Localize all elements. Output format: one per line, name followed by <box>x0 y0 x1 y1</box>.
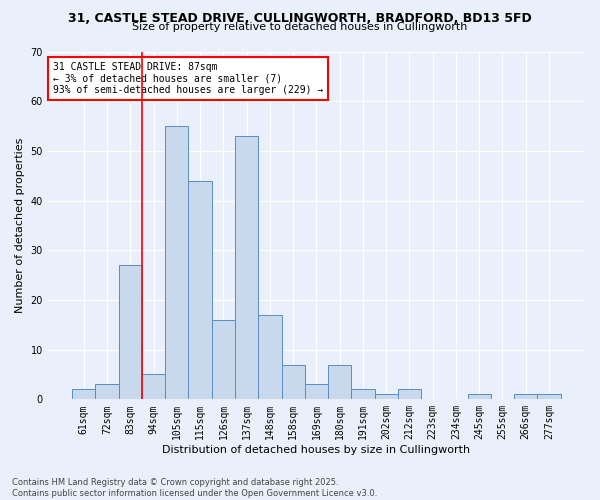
Bar <box>188 180 212 400</box>
Bar <box>351 390 374 400</box>
Bar <box>514 394 538 400</box>
Y-axis label: Number of detached properties: Number of detached properties <box>15 138 25 313</box>
Bar <box>212 320 235 400</box>
Bar <box>235 136 258 400</box>
X-axis label: Distribution of detached houses by size in Cullingworth: Distribution of detached houses by size … <box>163 445 470 455</box>
Text: Size of property relative to detached houses in Cullingworth: Size of property relative to detached ho… <box>133 22 467 32</box>
Bar <box>305 384 328 400</box>
Bar <box>281 364 305 400</box>
Text: Contains HM Land Registry data © Crown copyright and database right 2025.
Contai: Contains HM Land Registry data © Crown c… <box>12 478 377 498</box>
Bar <box>467 394 491 400</box>
Bar <box>398 390 421 400</box>
Bar <box>119 265 142 400</box>
Bar <box>328 364 351 400</box>
Text: 31 CASTLE STEAD DRIVE: 87sqm
← 3% of detached houses are smaller (7)
93% of semi: 31 CASTLE STEAD DRIVE: 87sqm ← 3% of det… <box>53 62 323 95</box>
Bar <box>142 374 165 400</box>
Bar <box>72 390 95 400</box>
Text: 31, CASTLE STEAD DRIVE, CULLINGWORTH, BRADFORD, BD13 5FD: 31, CASTLE STEAD DRIVE, CULLINGWORTH, BR… <box>68 12 532 26</box>
Bar <box>258 315 281 400</box>
Bar <box>374 394 398 400</box>
Bar <box>538 394 560 400</box>
Bar <box>95 384 119 400</box>
Bar <box>165 126 188 400</box>
